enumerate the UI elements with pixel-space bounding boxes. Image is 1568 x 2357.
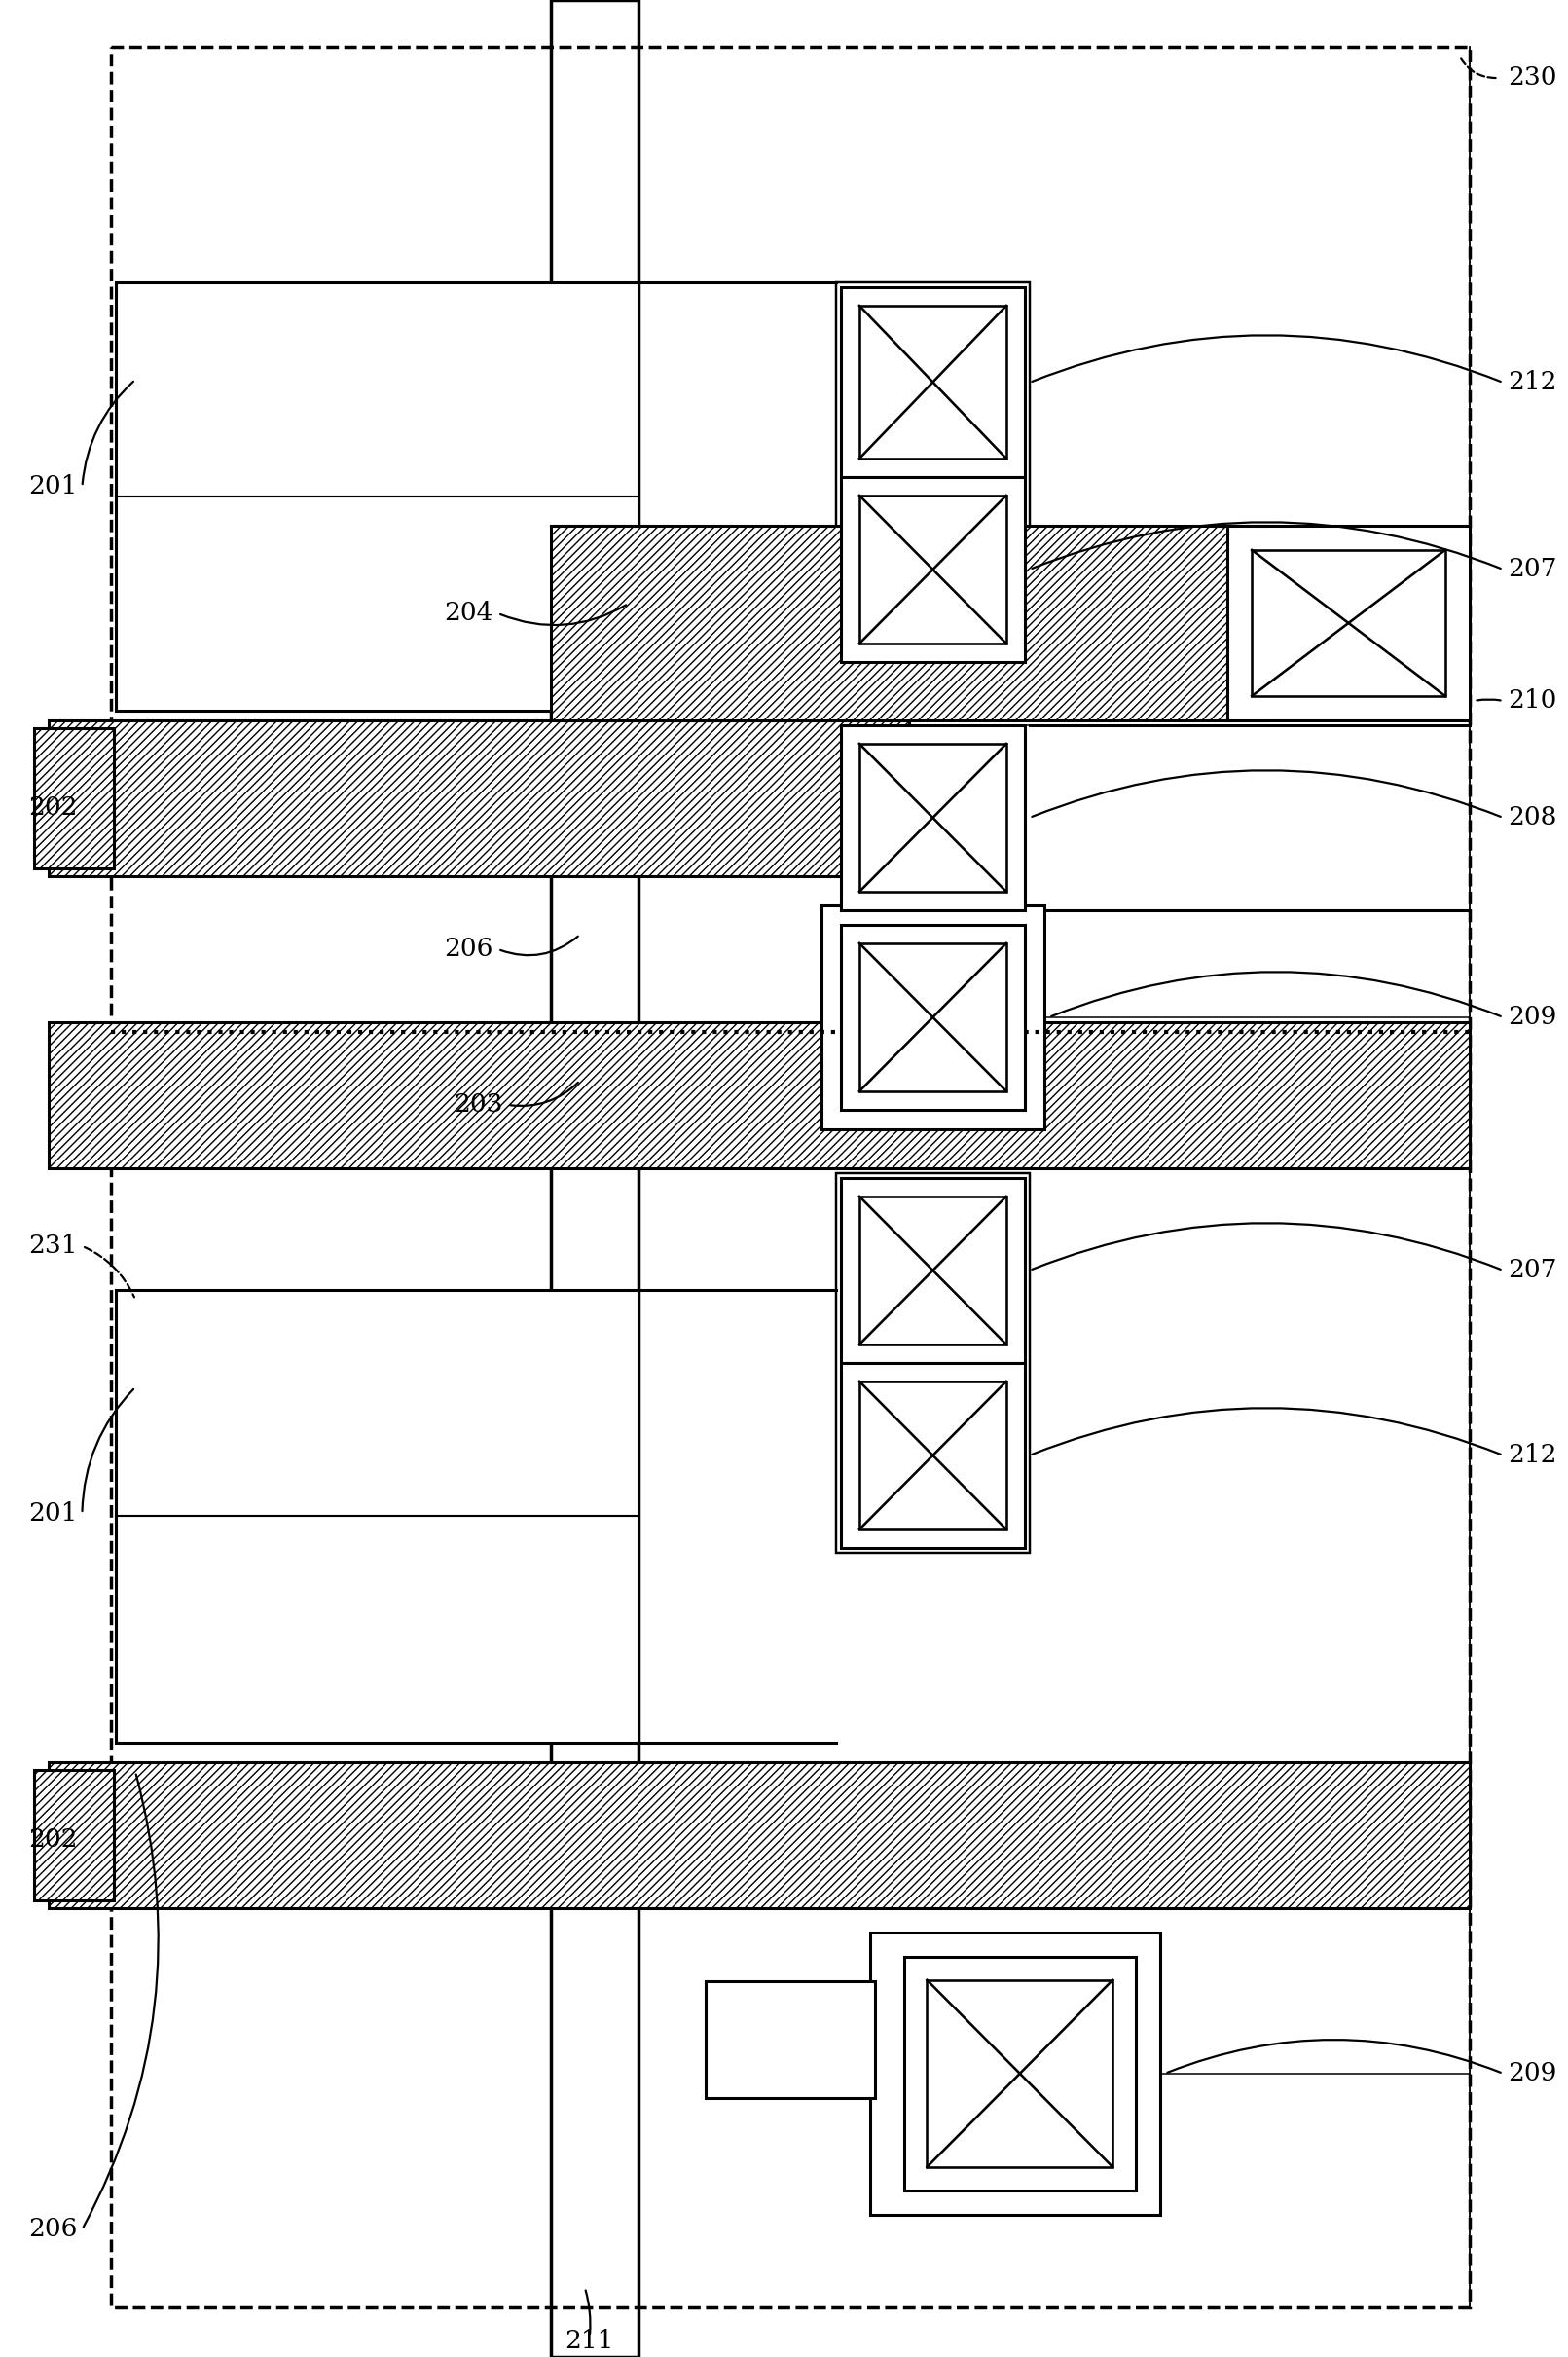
Text: 212: 212 <box>1508 1442 1557 1468</box>
Bar <box>840 726 1024 910</box>
Bar <box>1251 549 1446 695</box>
Bar <box>550 526 1267 721</box>
Bar <box>859 306 1007 460</box>
Text: 203: 203 <box>453 1094 503 1117</box>
Text: 231: 231 <box>28 1235 77 1259</box>
Bar <box>1228 526 1469 721</box>
Text: 207: 207 <box>1508 556 1557 582</box>
Text: 230: 230 <box>1508 66 1557 90</box>
Text: 201: 201 <box>28 474 77 500</box>
Text: 209: 209 <box>1508 2062 1557 2086</box>
Bar <box>116 1289 638 1742</box>
Text: 212: 212 <box>1508 370 1557 394</box>
Text: 206: 206 <box>444 938 492 962</box>
Text: 206: 206 <box>28 2218 77 2242</box>
Bar <box>840 476 1024 662</box>
Bar <box>836 1174 1030 1553</box>
Text: 211: 211 <box>564 2329 615 2352</box>
Bar <box>706 1980 875 2098</box>
Bar <box>859 745 1007 891</box>
Bar <box>34 728 114 867</box>
Bar <box>840 1178 1024 1362</box>
Bar <box>870 1933 1160 2216</box>
Bar <box>840 288 1024 476</box>
Bar <box>859 1381 1007 1530</box>
Bar <box>903 1956 1135 2190</box>
Text: 202: 202 <box>28 1827 77 1853</box>
Bar <box>49 721 909 877</box>
Bar <box>49 1763 1469 1909</box>
Bar <box>859 943 1007 1091</box>
Text: 207: 207 <box>1508 1259 1557 1282</box>
Text: 210: 210 <box>1508 688 1557 714</box>
Bar <box>927 1980 1113 2166</box>
Bar <box>34 1770 114 1900</box>
Bar <box>859 1197 1007 1343</box>
Bar <box>836 283 1030 667</box>
Text: 208: 208 <box>1508 806 1557 830</box>
Bar <box>859 495 1007 643</box>
Bar <box>840 1362 1024 1549</box>
Text: 201: 201 <box>28 1501 77 1525</box>
Bar <box>822 905 1044 1129</box>
Bar <box>116 283 638 712</box>
Bar <box>550 0 638 2357</box>
Bar <box>49 1023 1469 1169</box>
Text: 202: 202 <box>28 797 77 820</box>
Text: 204: 204 <box>444 601 492 625</box>
Bar <box>840 924 1024 1110</box>
Text: 209: 209 <box>1508 1004 1557 1030</box>
Bar <box>111 47 1469 2308</box>
